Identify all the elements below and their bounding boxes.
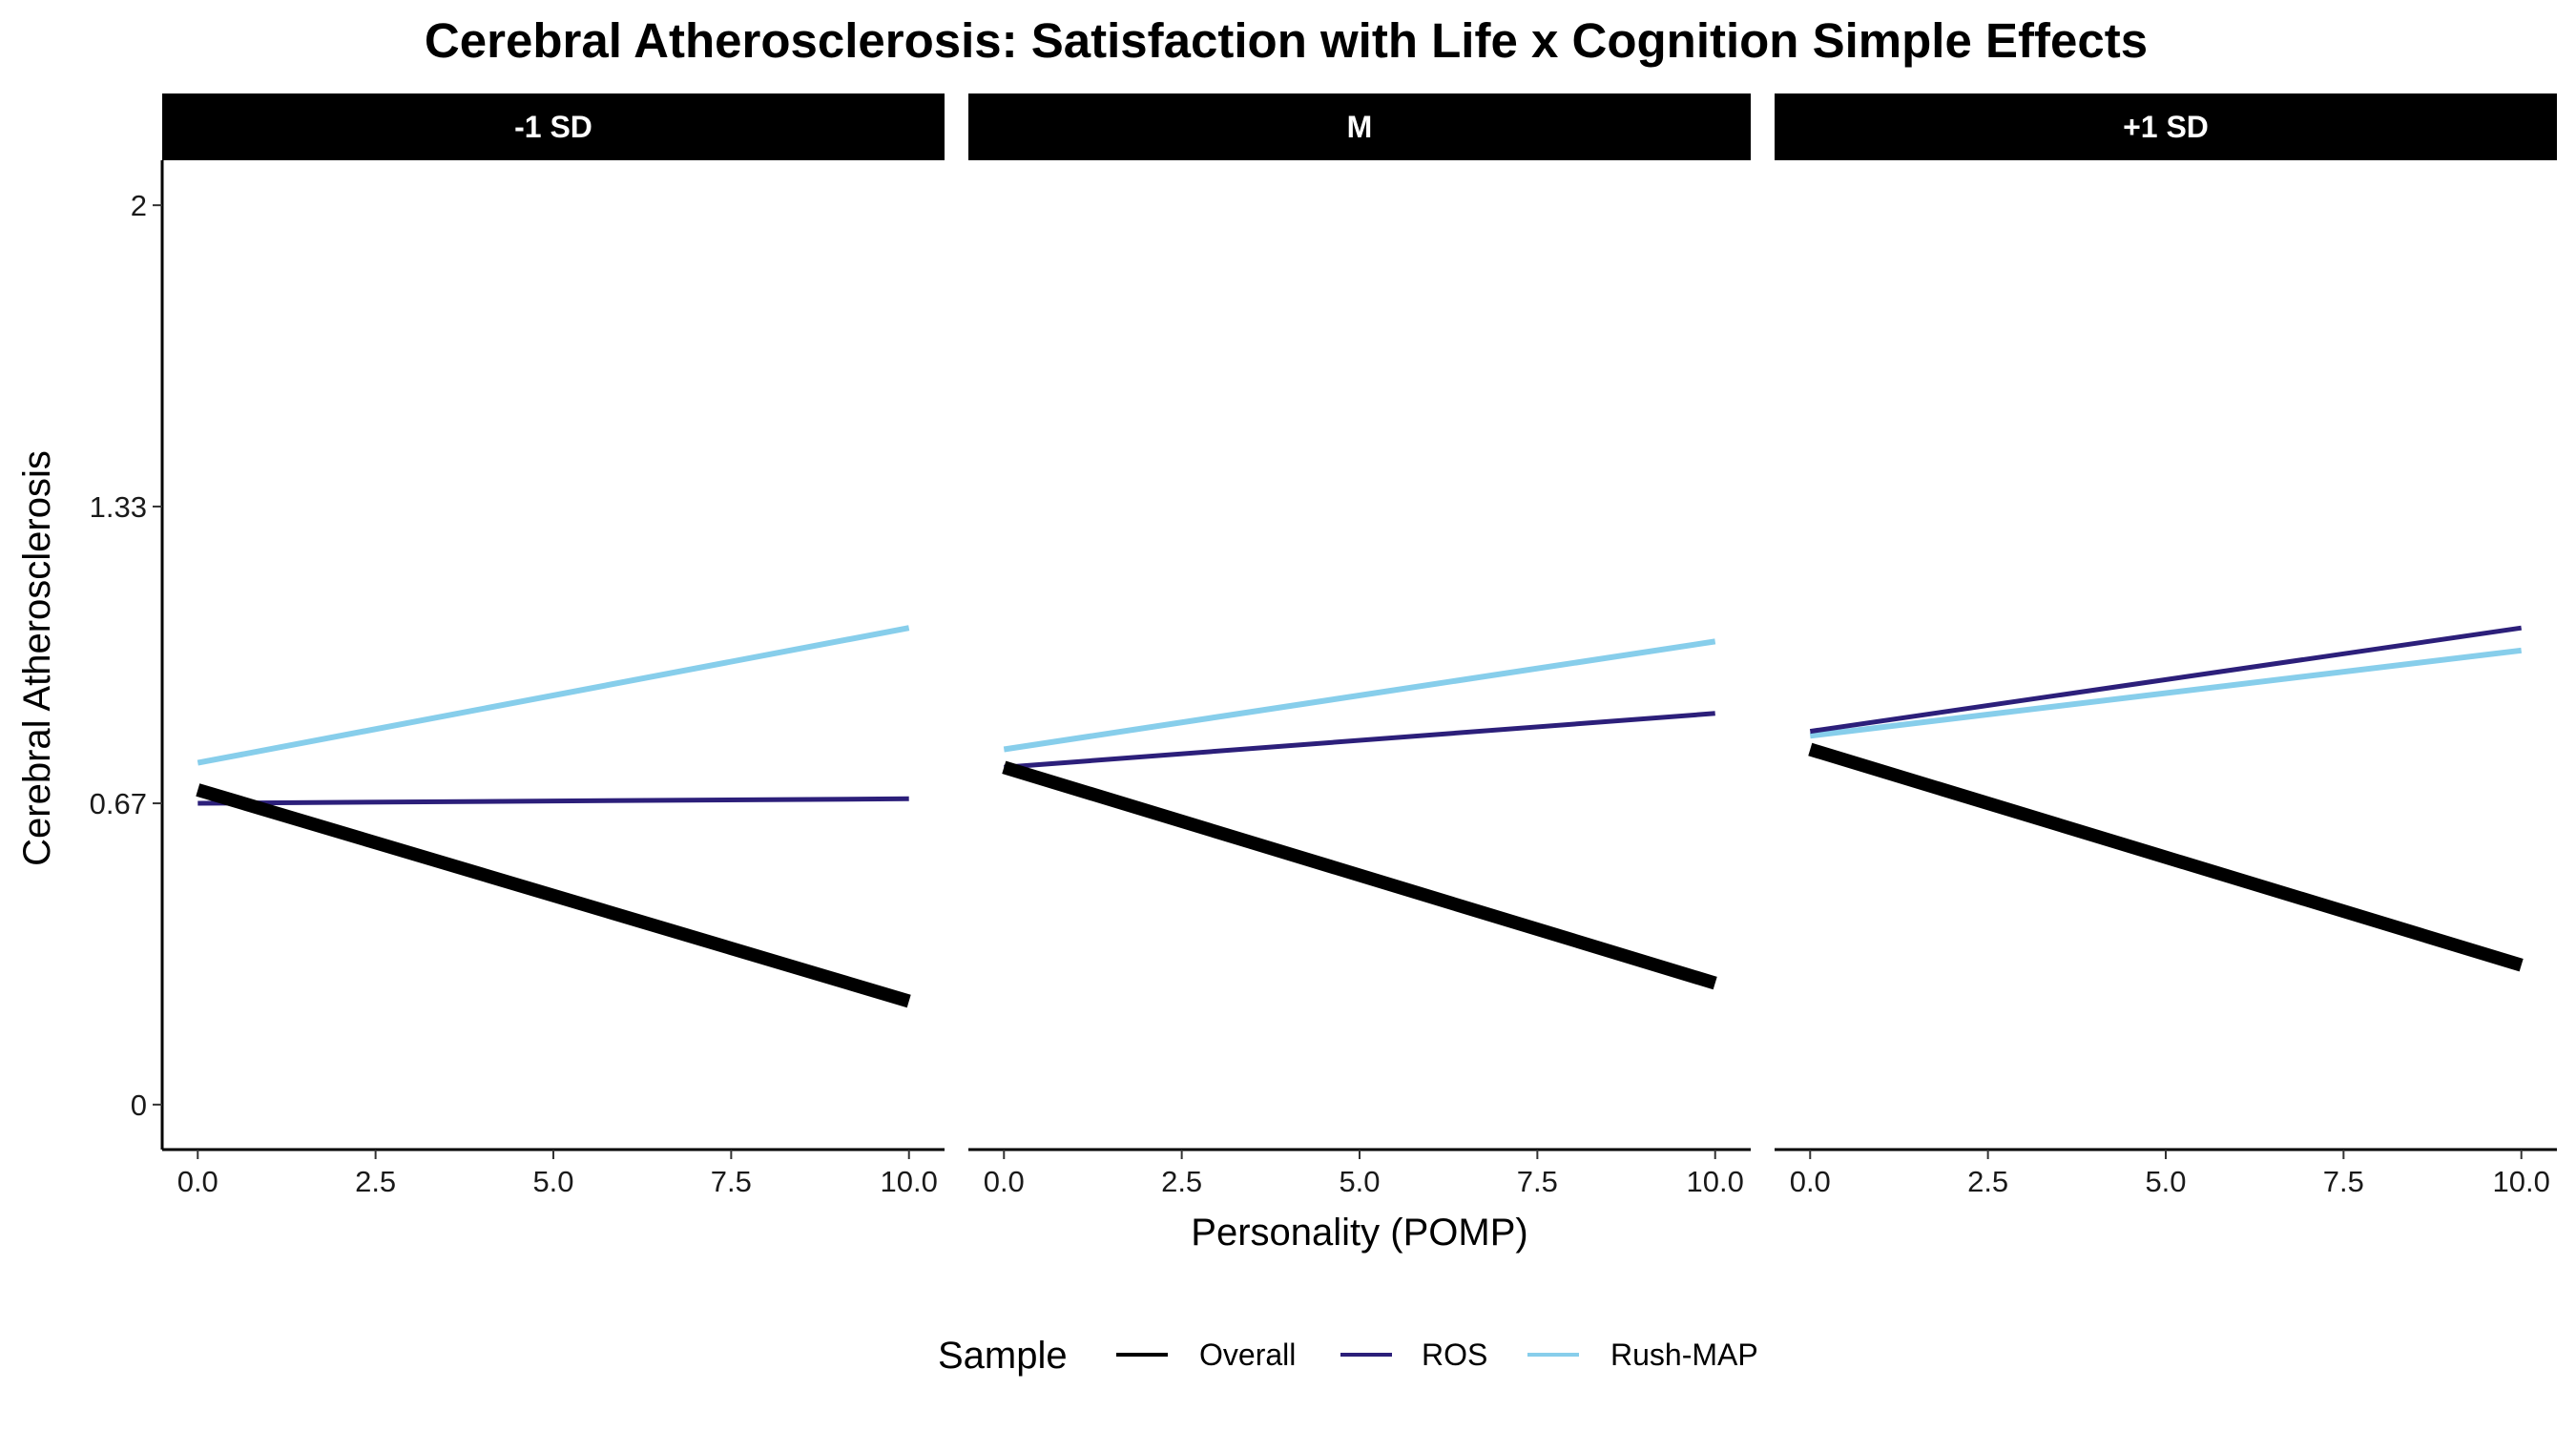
facet-strip-label: +1 SD bbox=[2123, 110, 2209, 144]
x-tick-label: 0.0 bbox=[984, 1165, 1025, 1198]
chart-title: Cerebral Atherosclerosis: Satisfaction w… bbox=[425, 13, 2148, 68]
facet-strip bbox=[162, 93, 945, 160]
x-axis-label: Personality (POMP) bbox=[1191, 1212, 1527, 1254]
x-tick-label: 5.0 bbox=[2145, 1165, 2186, 1198]
series-line-overall bbox=[1002, 760, 1717, 990]
legend-item-ros: ROS bbox=[1340, 1338, 1487, 1372]
series-line-ros bbox=[1004, 711, 1715, 770]
x-tick-label: 7.5 bbox=[711, 1165, 752, 1198]
x-tick-label: 2.5 bbox=[1967, 1165, 2008, 1198]
facet-strip-label: -1 SD bbox=[514, 110, 592, 144]
legend-title: Sample bbox=[938, 1335, 1068, 1377]
y-tick-label: 0.67 bbox=[90, 787, 147, 820]
y-tick-label: 1.33 bbox=[90, 490, 147, 524]
facet-strip bbox=[1775, 93, 2557, 160]
x-tick-label: 0.0 bbox=[1790, 1165, 1831, 1198]
facet-strip-label: M bbox=[1347, 110, 1373, 144]
legend: Sample Overall ROS Rush-MAP bbox=[938, 1335, 1758, 1377]
series-line-rush-map bbox=[197, 625, 910, 766]
x-tick-label: 2.5 bbox=[1161, 1165, 1202, 1198]
series-line-overall bbox=[1808, 742, 2524, 972]
legend-label-rush-map: Rush-MAP bbox=[1610, 1338, 1758, 1372]
facet-strip bbox=[968, 93, 1751, 160]
series-line-ros bbox=[197, 796, 909, 806]
panel-minus-1-sd: -1 SD 0.0 2.5 5.0 7.5 10.0 bbox=[162, 93, 945, 1198]
x-tick-label: 10.0 bbox=[1687, 1165, 1744, 1198]
y-tick-label: 0 bbox=[131, 1089, 147, 1122]
x-tick-label: 7.5 bbox=[1517, 1165, 1558, 1198]
y-axis-label: Cerebral Atherosclerosis bbox=[16, 450, 58, 866]
y-axis: 0 0.67 1.33 2 bbox=[90, 160, 164, 1150]
x-tick-label: 5.0 bbox=[532, 1165, 573, 1198]
x-tick-label: 7.5 bbox=[2323, 1165, 2364, 1198]
x-tick-label: 2.5 bbox=[355, 1165, 396, 1198]
series-line-ros bbox=[1809, 625, 2523, 735]
x-tick-label: 10.0 bbox=[2493, 1165, 2550, 1198]
legend-item-overall: Overall bbox=[1116, 1338, 1296, 1372]
facet-panels: -1 SD0.0 2.5 5.0 7.5 10.0M0.0 2.5 5.0 7.5 10.0+1… bbox=[162, 93, 2557, 1198]
panel-plusminus-1-sd: +1 SD 0.0 2.5 5.0 7.5 10.0 bbox=[1775, 93, 2557, 1198]
series-line-overall bbox=[196, 783, 911, 1008]
legend-label-ros: ROS bbox=[1422, 1338, 1487, 1372]
y-tick-label: 2 bbox=[131, 189, 147, 222]
x-tick-label: 5.0 bbox=[1339, 1165, 1380, 1198]
series-line-rush-map bbox=[1809, 647, 2523, 739]
legend-label-overall: Overall bbox=[1199, 1338, 1296, 1372]
panel-m: M 0.0 2.5 5.0 7.5 10.0 bbox=[968, 93, 1751, 1198]
x-tick-label: 0.0 bbox=[177, 1165, 218, 1198]
series-line-rush-map bbox=[1003, 638, 1716, 753]
x-tick-label: 10.0 bbox=[881, 1165, 938, 1198]
legend-item-rush-map: Rush-MAP bbox=[1527, 1338, 1758, 1372]
